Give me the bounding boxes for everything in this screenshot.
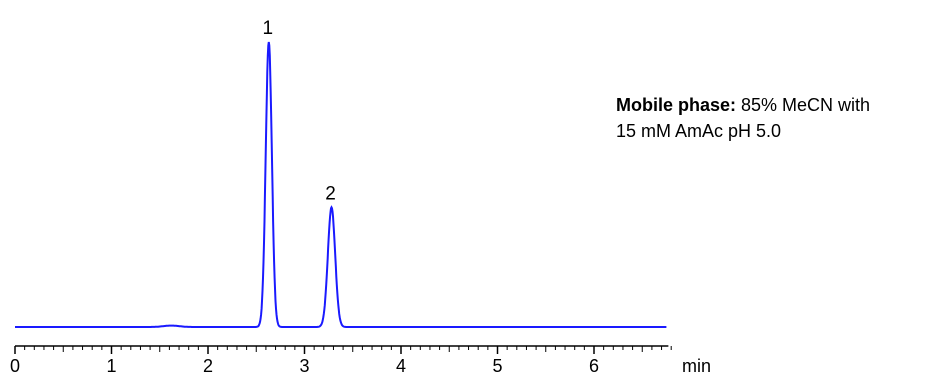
- x-tick-label: 3: [299, 356, 309, 373]
- annotation-line-1-rest: 85% MeCN with: [736, 95, 871, 115]
- chromatogram-trace: [15, 41, 667, 328]
- annotation-bold-label: Mobile phase:: [616, 95, 737, 115]
- x-axis: 0 1 2 3 4 5 6: [10, 345, 672, 373]
- annotation-line-2: 15 mM AmAc pH 5.0: [616, 121, 782, 141]
- x-tick-label: 5: [492, 356, 502, 373]
- x-tick-label: 4: [396, 356, 406, 373]
- x-tick-label: 0: [10, 356, 20, 373]
- peak-label: 2: [325, 183, 336, 204]
- x-axis-label: min: [682, 356, 711, 373]
- x-tick-label: 6: [589, 356, 599, 373]
- peak-label: 1: [263, 18, 274, 39]
- x-tick-label: 1: [106, 356, 116, 373]
- x-tick-label: 2: [203, 356, 213, 373]
- mobile-phase-annotation: Mobile phase: 85% MeCN with 15 mM AmAc p…: [616, 92, 870, 144]
- annotation-line-1: Mobile phase: 85% MeCN with: [616, 92, 870, 118]
